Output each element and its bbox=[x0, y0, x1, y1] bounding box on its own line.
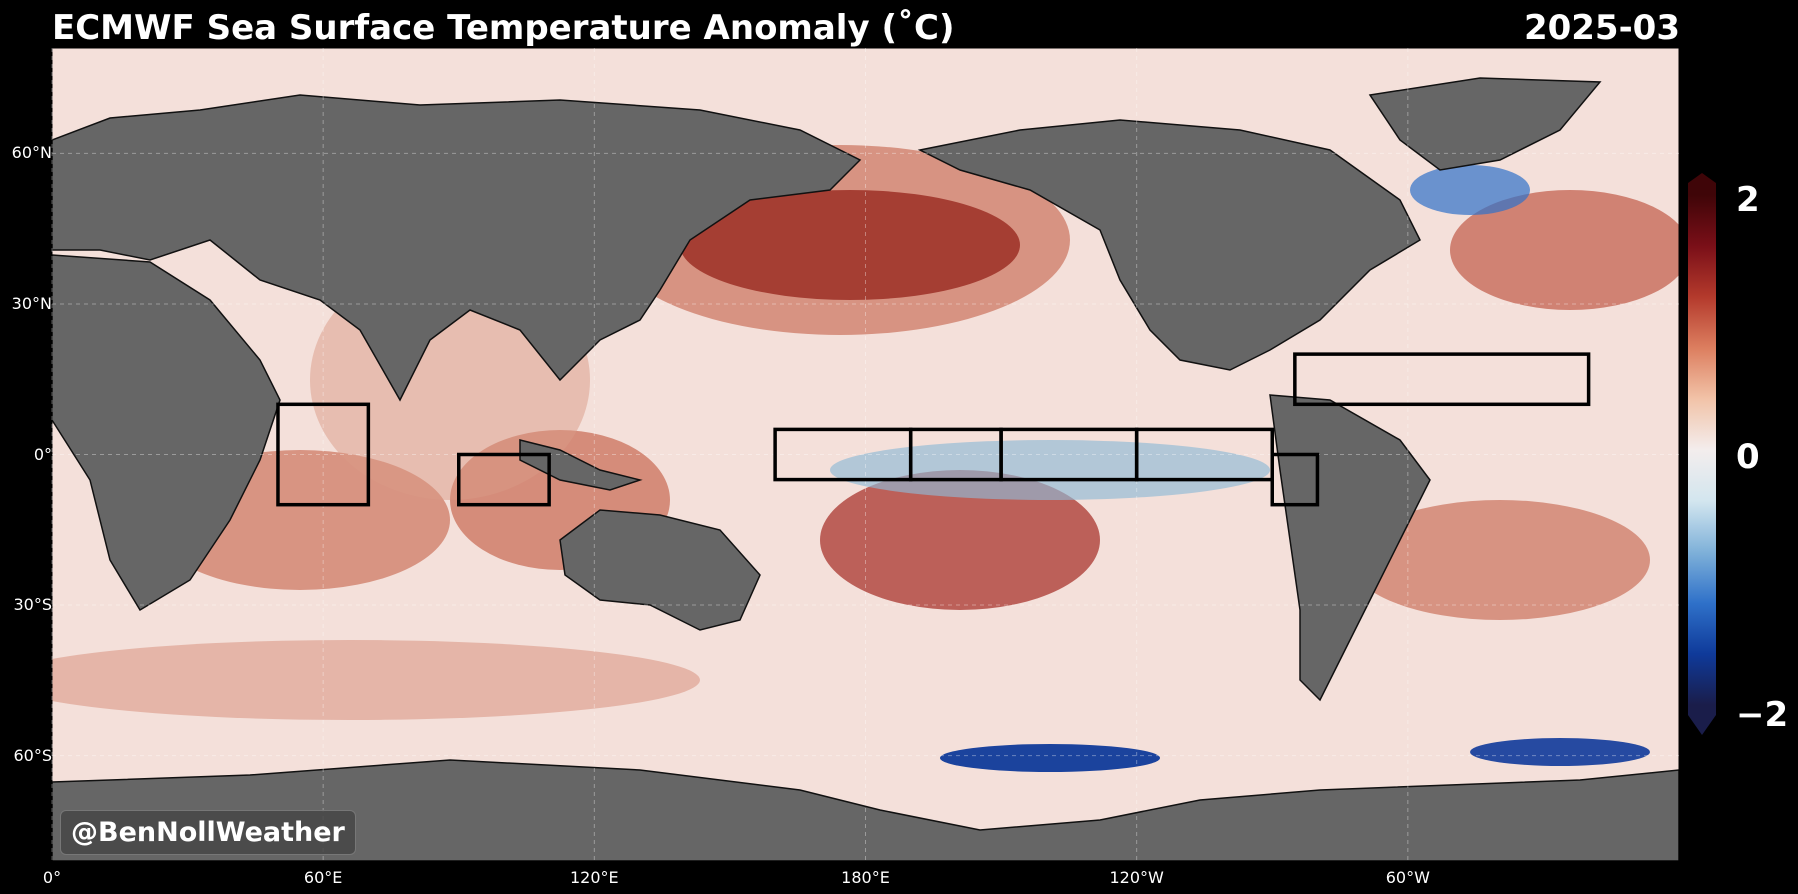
colorbar-extend-min bbox=[1688, 705, 1716, 735]
longitude-label: 0° bbox=[42, 868, 62, 887]
longitude-label: 60°E bbox=[303, 868, 343, 887]
graticule bbox=[51, 48, 1679, 861]
warm-anomaly-south-atlantic bbox=[1350, 500, 1650, 620]
region-box-iod-west bbox=[276, 402, 371, 507]
latitude-label: 30°S bbox=[13, 595, 52, 615]
region-box-nino-12 bbox=[1270, 452, 1320, 507]
cool-anomaly-equatorial-pacific bbox=[830, 440, 1270, 500]
longitude-label: 60°W bbox=[1385, 868, 1430, 887]
longitude-label: 120°W bbox=[1109, 868, 1164, 887]
warm-anomaly-southern-ocean bbox=[52, 640, 700, 720]
land-eurasia bbox=[52, 94, 862, 402]
colorbar bbox=[1688, 195, 1716, 705]
latitude-label: 0° bbox=[33, 444, 52, 464]
land-north-america bbox=[917, 119, 1421, 371]
latitude-label: 60°S bbox=[13, 745, 52, 765]
land-antarctica bbox=[52, 759, 1679, 861]
watermark: @BenNollWeather bbox=[60, 810, 356, 855]
land-indonesia bbox=[519, 439, 643, 491]
cool-anomaly-southern-ocean bbox=[940, 744, 1160, 772]
warm-anomaly-north-atlantic bbox=[1450, 190, 1679, 310]
colorbar-max-label: 2 bbox=[1736, 180, 1760, 220]
colorbar-min-label: −2 bbox=[1736, 695, 1789, 735]
region-box-iod-east bbox=[457, 452, 551, 507]
map-frame bbox=[51, 47, 1680, 862]
longitude-label: 120°E bbox=[570, 868, 619, 887]
map-date: 2025-03 bbox=[1523, 8, 1680, 48]
latitude-label: 60°N bbox=[11, 143, 52, 163]
map-title: ECMWF Sea Surface Temperature Anomaly (˚… bbox=[52, 8, 955, 48]
region-box-mdr-atlantic bbox=[1293, 352, 1591, 407]
land-greenland bbox=[1368, 77, 1602, 171]
colorbar-extend-max bbox=[1688, 173, 1716, 195]
colorbar-mid-label: 0 bbox=[1736, 437, 1760, 477]
land-africa bbox=[52, 254, 281, 612]
latitude-label: 30°N bbox=[11, 293, 52, 313]
cool-anomaly-south-atlantic bbox=[1470, 738, 1650, 766]
nino-boxes bbox=[276, 352, 1591, 507]
land-south-america bbox=[1269, 394, 1431, 702]
land-australia bbox=[559, 509, 761, 631]
cool-anomaly-labrador-sea bbox=[1410, 165, 1530, 215]
longitude-label: 180°E bbox=[841, 868, 890, 887]
warm-anomaly-south-pacific bbox=[820, 470, 1100, 610]
